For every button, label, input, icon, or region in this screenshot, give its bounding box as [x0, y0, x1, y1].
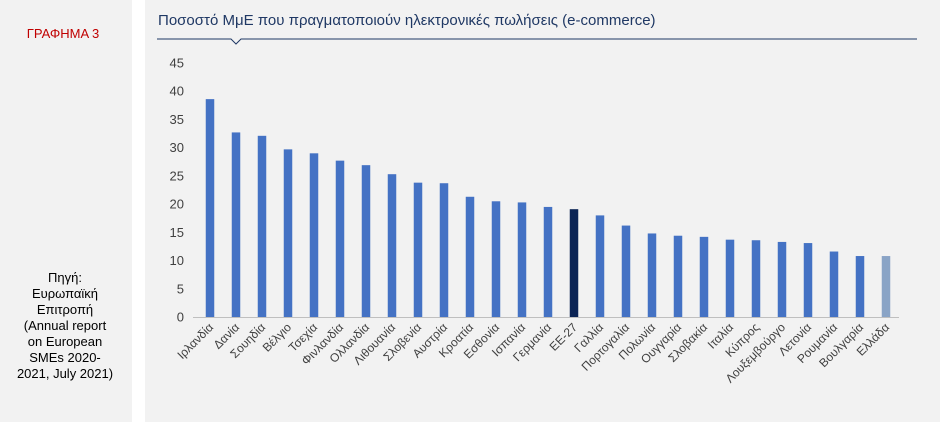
bar — [309, 153, 319, 317]
y-tick-label: 45 — [170, 56, 184, 71]
bar — [231, 132, 241, 317]
bar — [855, 256, 865, 317]
bar — [465, 196, 475, 317]
x-tick-label: Ιρλανδία — [174, 320, 216, 362]
bar — [699, 236, 709, 317]
bar — [257, 135, 267, 317]
bar — [335, 160, 345, 317]
y-tick-label: 25 — [170, 168, 184, 183]
source-line: Ευρωπαϊκή — [31, 286, 99, 301]
bar — [725, 239, 735, 317]
y-tick-label: 30 — [170, 140, 184, 155]
bar — [751, 240, 761, 317]
graph-label: ΓΡΑΦΗΜΑ 3 — [26, 26, 100, 41]
source-note: Πηγή: Ευρωπαϊκή Επιτροπή (Annual report … — [0, 270, 130, 382]
bar-chart: 0 5 10 15 20 25 30 35 40 45 ΙρλανδίαΔανίαΣουηδίαΒ… — [157, 38, 917, 386]
chart-title: Ποσοστό ΜμΕ που πραγματοποιούν ηλεκτρονι… — [158, 12, 656, 29]
y-tick-label: 10 — [170, 253, 184, 268]
bar — [881, 256, 891, 317]
y-tick-label: 20 — [170, 197, 184, 212]
bar — [205, 99, 215, 317]
y-tick-label: 15 — [170, 225, 184, 240]
source-panel: ΓΡΑΦΗΜΑ 3 Πηγή: Ευρωπαϊκή Επιτροπή (Annu… — [0, 0, 132, 422]
bar — [803, 243, 813, 317]
source-line: (Annual report — [23, 318, 107, 333]
title-underline — [157, 38, 917, 45]
bar — [673, 235, 683, 317]
source-line: SMEs 2020- — [29, 350, 101, 365]
x-axis: ΙρλανδίαΔανίαΣουηδίαΒέλγιοΤσεχίαΦινλανδί… — [174, 317, 899, 386]
bars — [205, 99, 891, 317]
bar — [569, 209, 579, 317]
bar — [543, 206, 553, 317]
title-underline-path — [157, 38, 917, 45]
bar — [595, 215, 605, 317]
y-tick-label: 0 — [177, 310, 184, 325]
y-tick-label: 40 — [170, 84, 184, 99]
bar — [361, 165, 371, 317]
y-axis: 0 5 10 15 20 25 30 35 40 45 — [170, 56, 184, 325]
bar — [829, 251, 839, 317]
chart-panel — [145, 0, 940, 422]
bar — [413, 182, 423, 317]
bar — [283, 149, 293, 317]
y-tick-label: 35 — [170, 112, 184, 127]
source-line: 2021, July 2021) — [16, 366, 114, 381]
bar — [387, 174, 397, 317]
source-line: Πηγή: — [48, 270, 82, 285]
bar — [621, 225, 631, 317]
bar — [777, 241, 787, 317]
bar — [491, 201, 501, 317]
source-line: on European — [27, 334, 103, 349]
bar — [439, 183, 449, 317]
y-tick-label: 5 — [177, 281, 184, 296]
bar — [647, 233, 657, 317]
source-line: Επιτροπή — [36, 302, 94, 317]
bar — [517, 202, 527, 317]
